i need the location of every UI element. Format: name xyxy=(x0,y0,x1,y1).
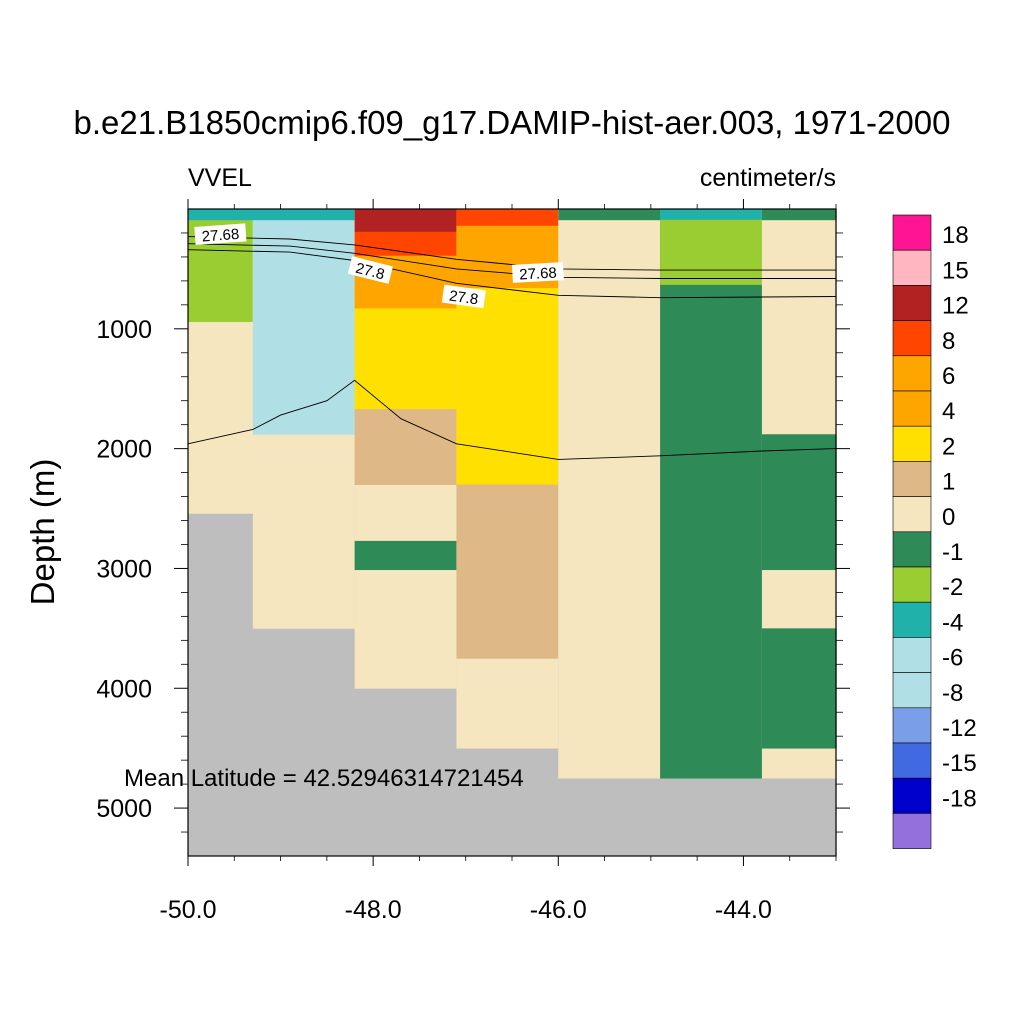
y-tick-label: 2000 xyxy=(96,436,152,464)
heatmap-cell xyxy=(660,219,763,285)
colorbar-swatch xyxy=(892,355,932,392)
colorbar-swatch xyxy=(892,461,932,497)
x-tick-label: -50.0 xyxy=(160,896,217,924)
colorbar-swatch xyxy=(892,285,932,321)
colorbar-swatch xyxy=(892,566,932,603)
y-tick-label: 1000 xyxy=(96,316,152,344)
colorbar-label: 18 xyxy=(942,222,969,249)
colorbar-swatch xyxy=(892,320,932,357)
colorbar-swatch xyxy=(892,742,932,779)
colorbar-swatch xyxy=(892,707,932,744)
heatmap-cell xyxy=(558,209,661,779)
colorbar-swatch xyxy=(892,425,932,462)
heatmap-cell xyxy=(252,219,356,435)
colorbar-label: 6 xyxy=(942,363,955,390)
x-tick-label: -44.0 xyxy=(715,896,772,924)
units-label: centimeter/s xyxy=(700,164,836,192)
colorbar-label: -2 xyxy=(942,574,963,601)
colorbar: 18 15 12 8 6 4 2 1 0 -1 -2 -4 -6 -8 -12 -15 -18 xyxy=(892,214,977,849)
colorbar-label: 15 xyxy=(942,257,969,284)
heatmap-cell xyxy=(456,484,559,659)
contour-label: 27.8 xyxy=(347,256,393,284)
contour-line xyxy=(187,379,837,460)
contour-line xyxy=(187,243,836,279)
colorbar-label: -1 xyxy=(942,539,963,566)
colorbar-swatch xyxy=(892,214,932,251)
x-tick-label: -48.0 xyxy=(345,896,402,924)
heatmap-cell xyxy=(354,409,458,485)
contour-label-text: 27.8 xyxy=(354,260,386,284)
colorbar-swatch xyxy=(892,813,932,849)
heatmap-cell xyxy=(354,209,458,233)
colorbar-swatch xyxy=(892,496,932,533)
colorbar-label: -8 xyxy=(942,680,963,707)
colorbar-swatch xyxy=(892,637,932,673)
contour-label-text: 27.68 xyxy=(519,265,557,284)
contour-label: 27.8 xyxy=(441,284,486,309)
colorbar-swatch xyxy=(892,249,932,286)
contour-label-text: 27.8 xyxy=(448,288,479,309)
heatmap-cell xyxy=(456,288,559,485)
colorbar-swatch xyxy=(892,672,932,709)
heatmap-cell xyxy=(660,209,763,779)
contour-line xyxy=(187,236,836,271)
heatmap-cell xyxy=(354,308,458,410)
heatmap-cells xyxy=(188,209,837,857)
heatmap-cell xyxy=(761,628,837,749)
colorbar-swatch xyxy=(892,777,932,814)
colorbar-label: -15 xyxy=(942,750,977,777)
contour-label: 27.68 xyxy=(511,262,564,284)
contour-label-text: 27.68 xyxy=(201,226,240,246)
colorbar-label: -18 xyxy=(942,785,977,812)
colorbar-label: 0 xyxy=(942,504,955,531)
colorbar-label: 4 xyxy=(942,398,955,425)
colorbar-label: 2 xyxy=(942,433,955,460)
heatmap-cell xyxy=(456,209,559,227)
heatmap-cell xyxy=(188,209,356,221)
heatmap-cell xyxy=(558,209,661,221)
colorbar-swatch xyxy=(892,390,932,427)
chart-title: b.e21.B1850cmip6.f09_g17.DAMIP-hist-aer.… xyxy=(74,104,951,141)
x-tick-label: -46.0 xyxy=(530,896,587,924)
plot-axes: -50.0 -48.0 -46.0 -44.0 1000 2000 3000 4000 5000 xyxy=(96,199,850,924)
colorbar-label: 1 xyxy=(942,469,955,496)
colorbar-swatch xyxy=(892,531,932,568)
y-axis-label: Depth (m) xyxy=(24,459,61,606)
y-tick-label: 5000 xyxy=(96,795,152,823)
heatmap-cell xyxy=(761,209,837,221)
colorbar-swatch xyxy=(892,601,932,638)
colorbar-label: -12 xyxy=(942,715,977,742)
heatmap-cell xyxy=(354,540,458,571)
heatmap-cell xyxy=(660,209,763,221)
contour-line xyxy=(187,249,837,299)
heatmap-cell xyxy=(761,434,837,571)
colorbar-label: -6 xyxy=(942,645,963,672)
colorbar-label: 12 xyxy=(942,293,969,320)
variable-name: VVEL xyxy=(188,164,252,192)
mean-latitude-annotation: Mean Latitude = 42.52946314721454 xyxy=(124,765,524,792)
density-contours: 27.68 27.8 27.68 27.8 xyxy=(187,223,837,460)
y-tick-label: 4000 xyxy=(96,675,152,703)
colorbar-label: 8 xyxy=(942,328,955,355)
contour-label: 27.68 xyxy=(194,223,247,246)
colorbar-label: -4 xyxy=(942,609,963,636)
y-tick-label: 3000 xyxy=(96,555,152,583)
